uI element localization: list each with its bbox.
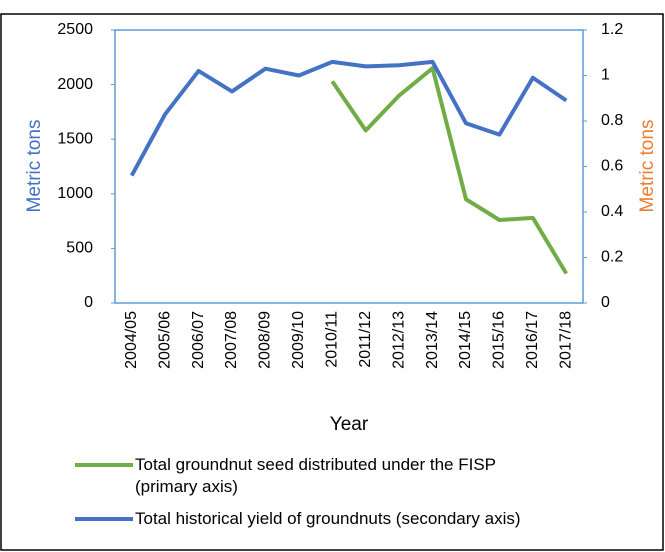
x-tick-label: 2006/07 [190, 311, 207, 369]
x-tick-label: 2004/05 [123, 311, 140, 369]
x-tick-label: 2017/18 [558, 311, 575, 369]
y2-tick-label: 0.4 [601, 203, 623, 220]
y-axis-label: Metric tons [24, 120, 45, 213]
x-tick-label: 2005/06 [156, 311, 173, 369]
y2-tick-label: 0 [601, 294, 610, 311]
series-line [330, 66, 569, 275]
plot-frame [114, 29, 584, 304]
y2-tick-label: 1 [601, 67, 610, 84]
x-tick-label: 2014/15 [457, 311, 474, 369]
x-tick-label: 2011/12 [357, 311, 374, 368]
y-tick-label: 1500 [57, 130, 93, 147]
y-tick-label: 500 [66, 240, 93, 257]
series-line [129, 59, 568, 177]
legend-entry: Total groundnut seed distributed under t… [135, 455, 496, 496]
x-tick-label: 2016/17 [524, 311, 541, 369]
x-tick-label: 2010/11 [324, 311, 341, 368]
y2-axis-label: Metric tons [637, 120, 658, 213]
y-tick-label: 1000 [57, 185, 93, 202]
legend-entry: Total historical yield of groundnuts (se… [135, 509, 521, 528]
x-tick-label: 2008/09 [257, 311, 274, 369]
x-tick-label: 2013/14 [424, 311, 441, 369]
y-tick-label: 2500 [57, 21, 93, 38]
y2-tick-label: 0.2 [601, 249, 623, 266]
y2-tick-label: 0.8 [601, 112, 623, 129]
y-tick-label: 2000 [57, 76, 93, 93]
x-tick-label: 2007/08 [223, 311, 240, 369]
x-axis-label: Year [330, 414, 369, 435]
x-tick-label: 2015/16 [491, 311, 508, 369]
y-tick-label: 0 [84, 294, 93, 311]
x-tick-label: 2012/13 [390, 311, 407, 369]
chart-border [0, 13, 664, 551]
y2-tick-label: 0.6 [601, 158, 623, 175]
y2-tick-label: 1.2 [601, 21, 623, 38]
x-tick-label: 2009/10 [290, 311, 307, 369]
